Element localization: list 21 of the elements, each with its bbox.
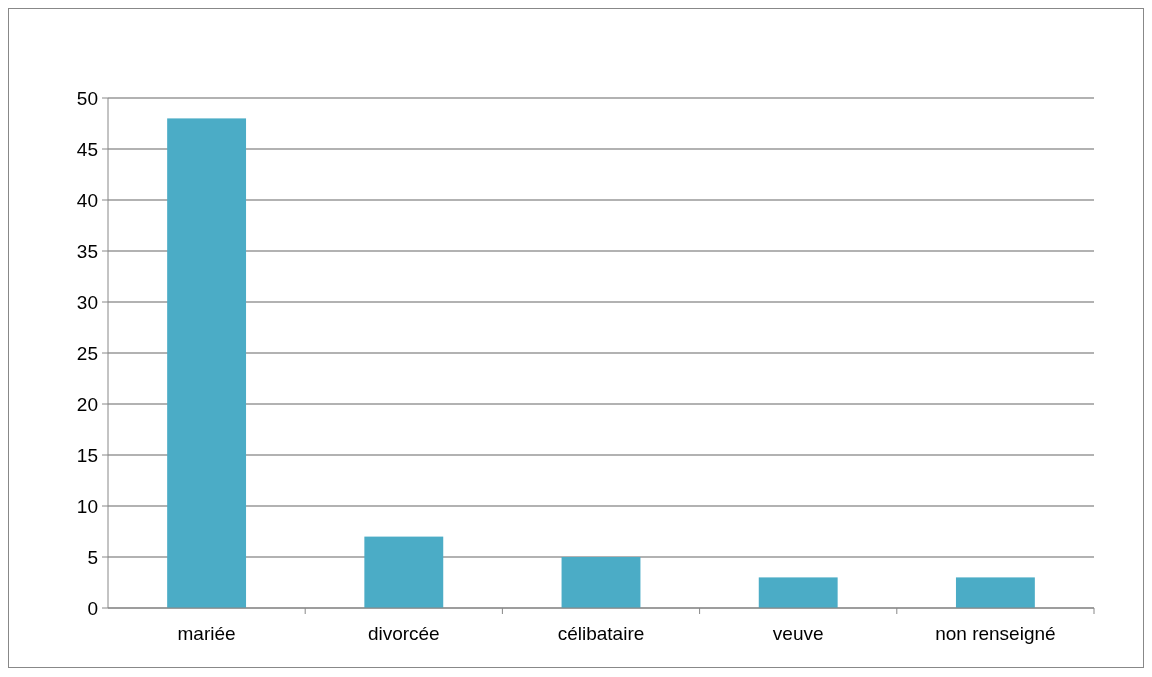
bar bbox=[758, 577, 838, 608]
bar bbox=[955, 577, 1035, 608]
x-tick-label: célibataire bbox=[557, 623, 645, 644]
y-tick-label: 45 bbox=[76, 138, 98, 160]
x-tick-label: non renseigné bbox=[935, 623, 1056, 644]
y-tick-label: 30 bbox=[76, 291, 98, 313]
y-tick-label: 15 bbox=[76, 444, 98, 466]
y-tick-label: 5 bbox=[87, 546, 98, 568]
x-tick-label: divorcée bbox=[367, 623, 440, 644]
x-tick-label: veuve bbox=[772, 623, 824, 644]
x-tick-label: mariée bbox=[177, 623, 236, 644]
y-tick-label: 40 bbox=[76, 189, 98, 211]
bar bbox=[561, 557, 641, 608]
y-tick-label: 20 bbox=[76, 393, 98, 415]
y-tick-label: 50 bbox=[76, 87, 98, 109]
bar bbox=[167, 118, 247, 608]
y-tick-label: 25 bbox=[76, 342, 98, 364]
bar bbox=[364, 536, 444, 608]
y-tick-label: 10 bbox=[76, 495, 98, 517]
y-tick-label: 35 bbox=[76, 240, 98, 262]
y-tick-label: 0 bbox=[87, 597, 98, 619]
